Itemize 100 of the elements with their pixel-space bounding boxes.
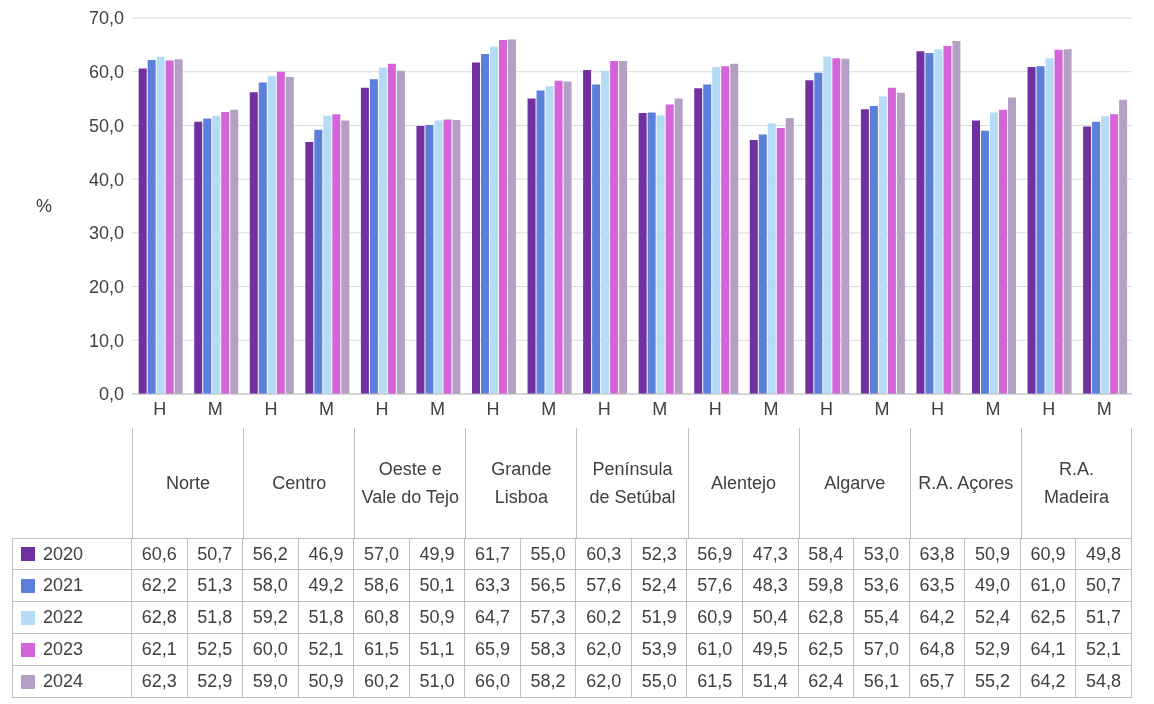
bar: [805, 80, 814, 394]
bar: [972, 120, 980, 394]
data-label: 62,2: [132, 570, 188, 602]
bar: [934, 49, 943, 394]
data-label: 65,9: [465, 634, 521, 666]
data-label: 62,5: [798, 634, 855, 666]
bar: [981, 130, 989, 394]
data-label: 54,8: [1076, 666, 1132, 698]
bar: [703, 84, 712, 394]
data-label: 63,3: [465, 570, 521, 602]
x-tick-label: M: [652, 398, 668, 419]
data-label: 55,4: [854, 602, 910, 634]
y-tick-label: 50,0: [88, 115, 124, 136]
bar: [508, 39, 516, 394]
bar: [943, 45, 952, 394]
bar: [452, 120, 461, 394]
data-label: 52,4: [965, 602, 1021, 634]
bar: [767, 123, 776, 394]
data-label: 52,9: [187, 666, 244, 698]
data-label: 52,4: [631, 570, 688, 602]
data-label: 63,5: [909, 570, 966, 602]
bar: [396, 70, 405, 394]
data-label: 50,9: [409, 602, 466, 634]
x-tick-label: H: [931, 398, 945, 419]
data-label: 62,0: [576, 634, 632, 666]
bar: [1063, 49, 1072, 394]
data-label: 51,9: [631, 602, 688, 634]
text: R.A. Açores: [918, 472, 1014, 495]
bar: [1008, 97, 1016, 394]
data-label: 50,1: [409, 570, 466, 602]
text: Norte: [166, 472, 211, 495]
bar: [665, 104, 674, 394]
bar: [610, 60, 619, 394]
bar: [878, 96, 887, 394]
x-tick-label: M: [1096, 398, 1112, 419]
bar: [203, 118, 212, 394]
bar: [416, 125, 425, 394]
x-tick-label: M: [207, 398, 223, 419]
bar: [332, 114, 341, 394]
bar: [1036, 66, 1045, 394]
bar: [656, 115, 665, 394]
data-label: 56,5: [520, 570, 577, 602]
bar: [276, 71, 285, 394]
data-label: 57,3: [520, 602, 577, 634]
data-label: 52,3: [631, 538, 688, 570]
data-label: 49,5: [743, 634, 799, 666]
bar: [527, 98, 536, 394]
text: Península de Setúbal: [588, 458, 677, 509]
bar: [323, 115, 332, 394]
bar: [1045, 58, 1054, 394]
bar: [638, 113, 647, 394]
data-label: 62,3: [132, 666, 188, 698]
data-label: 52,9: [965, 634, 1021, 666]
data-label: 51,3: [187, 570, 244, 602]
y-tick-label: 20,0: [88, 276, 124, 297]
data-label: 55,0: [631, 666, 688, 698]
data-label: 57,0: [854, 634, 910, 666]
data-label: 59,2: [243, 602, 299, 634]
bar: [563, 81, 572, 394]
data-label: 64,2: [909, 602, 966, 634]
data-label: 50,7: [187, 538, 244, 570]
data-label: 60,8: [354, 602, 410, 634]
data-label: 58,3: [520, 634, 577, 666]
data-label: 55,0: [520, 538, 577, 570]
data-label: 62,1: [132, 634, 188, 666]
data-label: 57,0: [354, 538, 410, 570]
bar: [583, 70, 592, 394]
data-label: 63,8: [909, 538, 966, 570]
data-label: 61,7: [465, 538, 521, 570]
data-label: 52,5: [187, 634, 244, 666]
legend-label: 2020: [43, 543, 84, 565]
data-label: 53,0: [854, 538, 910, 570]
bar: [378, 67, 387, 394]
data-label: 55,2: [965, 666, 1021, 698]
bar: [841, 58, 850, 394]
bar: [1083, 126, 1092, 394]
bar: [952, 41, 961, 394]
data-label: 62,0: [576, 666, 632, 698]
data-label: 64,1: [1020, 634, 1077, 666]
legend-label: 2022: [43, 607, 84, 628]
bar: [285, 77, 294, 394]
data-label: 51,8: [298, 602, 355, 634]
bar: [601, 70, 610, 394]
bar: [249, 92, 258, 394]
bar: [990, 112, 998, 394]
data-label: 49,9: [409, 538, 466, 570]
data-label: 64,2: [1020, 666, 1077, 698]
data-label: 51,0: [409, 666, 466, 698]
x-tick-label: M: [318, 398, 334, 419]
bar: [869, 106, 878, 394]
y-axis-title: %: [36, 196, 53, 217]
data-label: 58,0: [243, 570, 299, 602]
data-label: 50,9: [965, 538, 1021, 570]
bar: [472, 62, 480, 394]
bar: [212, 115, 221, 394]
bar: [314, 129, 323, 394]
x-tick-label: H: [597, 398, 611, 419]
bar: [443, 119, 452, 394]
x-tick-label: M: [430, 398, 446, 419]
bar: [490, 46, 498, 394]
